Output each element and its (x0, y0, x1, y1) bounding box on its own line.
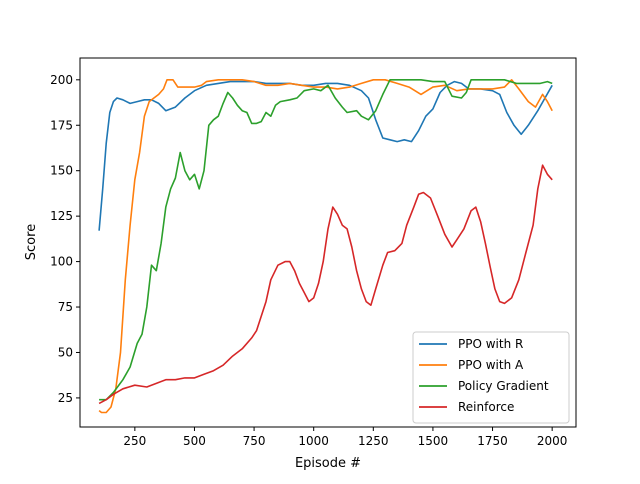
series-line-4 (98, 164, 553, 405)
y-tick-label: 125 (50, 209, 73, 223)
series-line-1 (98, 80, 553, 231)
y-tick-label: 175 (50, 118, 73, 132)
x-tick-label: 500 (183, 434, 206, 448)
x-tick-label: 250 (123, 434, 146, 448)
x-tick-label: 2000 (537, 434, 568, 448)
y-axis-ticks: 25 50 75 100 125 150 175 200 (50, 73, 80, 405)
y-tick-label: 75 (58, 300, 73, 314)
x-tick-label: 750 (243, 434, 266, 448)
y-axis-label: Score (24, 224, 39, 260)
x-tick-label: 1750 (477, 434, 508, 448)
x-axis-ticks: 250 500 750 1000 1250 1500 1750 2000 (123, 427, 567, 448)
y-tick-label: 200 (50, 73, 73, 87)
x-axis-label: Episode # (295, 456, 361, 471)
x-tick-label: 1250 (358, 434, 389, 448)
legend-label: PPO with A (458, 358, 524, 372)
legend-label: PPO with R (458, 337, 523, 351)
plot-lines (98, 79, 553, 414)
series-line-2 (98, 79, 553, 414)
legend-box (412, 331, 570, 424)
x-tick-label: 1500 (418, 434, 449, 448)
x-tick-label: 1000 (298, 434, 329, 448)
legend: PPO with R PPO with A Policy Gradient Reinf… (412, 331, 570, 424)
y-tick-label: 50 (58, 345, 73, 359)
plot-frame (79, 57, 577, 428)
series-line-3 (99, 79, 553, 401)
y-tick-label: 100 (50, 255, 73, 269)
legend-label: Policy Gradient (458, 379, 549, 393)
legend-label: Reinforce (458, 400, 514, 414)
y-tick-label: 25 (58, 391, 73, 405)
y-tick-label: 150 (50, 164, 73, 178)
